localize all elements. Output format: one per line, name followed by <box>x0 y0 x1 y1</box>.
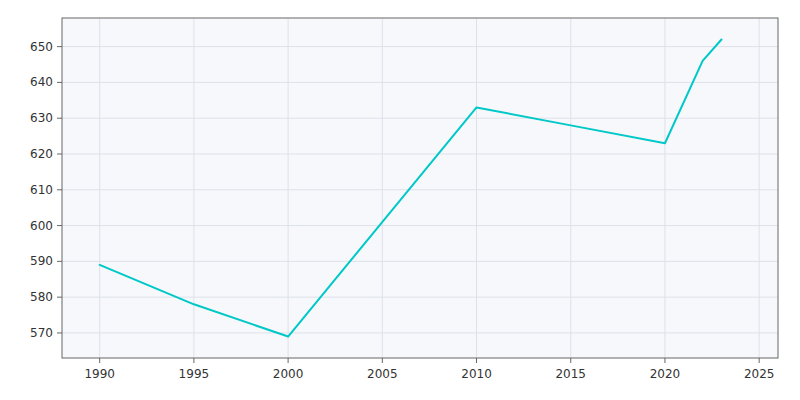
y-tick <box>57 225 62 226</box>
y-tick <box>57 46 62 47</box>
y-tick-label: 620 <box>30 147 53 161</box>
grid <box>62 18 778 358</box>
x-tick-label: 1990 <box>84 367 115 381</box>
x-tick-label: 2000 <box>273 367 304 381</box>
plot-frame <box>62 18 778 358</box>
x-tick <box>99 358 100 363</box>
y-tick-label: 580 <box>30 290 53 304</box>
x-tick-label: 1995 <box>179 367 210 381</box>
x-grid-line <box>288 18 289 358</box>
x-tick <box>570 358 571 363</box>
x-grid-line <box>193 18 194 358</box>
x-grid-line <box>759 18 760 358</box>
x-tick-label: 2010 <box>461 367 492 381</box>
y-tick <box>57 261 62 262</box>
x-tick <box>382 358 383 363</box>
y-grid-line <box>62 154 778 155</box>
y-tick-label: 630 <box>30 111 53 125</box>
data-line <box>100 39 722 336</box>
y-tick-label: 590 <box>30 254 53 268</box>
x-tick-label: 2025 <box>744 367 775 381</box>
x-tick-label: 2020 <box>650 367 681 381</box>
plot-background <box>62 18 778 358</box>
y-tick <box>57 118 62 119</box>
x-grid-line <box>476 18 477 358</box>
x-grid-line <box>99 18 100 358</box>
y-tick-label: 610 <box>30 183 53 197</box>
axes: 1990 1995 2000 2005 2010 2015 2020 2025 570 580 59… <box>30 18 778 381</box>
data-area <box>100 39 722 336</box>
x-tick <box>288 358 289 363</box>
x-grid-line <box>664 18 665 358</box>
y-tick-label: 650 <box>30 40 53 54</box>
y-grid-line <box>62 118 778 119</box>
x-tick <box>759 358 760 363</box>
chart-svg: 1990 1995 2000 2005 2010 2015 2020 2025 570 580 59… <box>0 0 800 400</box>
y-grid-line <box>62 46 778 47</box>
y-tick-label: 640 <box>30 75 53 89</box>
x-tick-label: 2015 <box>555 367 586 381</box>
chart-container: 1990 1995 2000 2005 2010 2015 2020 2025 570 580 59… <box>0 0 800 400</box>
y-tick <box>57 189 62 190</box>
y-tick <box>57 82 62 83</box>
y-tick-label: 570 <box>30 326 53 340</box>
y-grid-line <box>62 332 778 333</box>
y-tick <box>57 332 62 333</box>
y-tick <box>57 154 62 155</box>
y-tick <box>57 297 62 298</box>
x-tick-label: 2005 <box>367 367 398 381</box>
x-tick <box>476 358 477 363</box>
y-tick-label: 600 <box>30 219 53 233</box>
y-grid-line <box>62 261 778 262</box>
x-tick <box>664 358 665 363</box>
y-grid-line <box>62 189 778 190</box>
y-grid-line <box>62 225 778 226</box>
y-grid-line <box>62 82 778 83</box>
y-grid-line <box>62 297 778 298</box>
x-grid-line <box>570 18 571 358</box>
x-grid-line <box>382 18 383 358</box>
x-tick <box>193 358 194 363</box>
